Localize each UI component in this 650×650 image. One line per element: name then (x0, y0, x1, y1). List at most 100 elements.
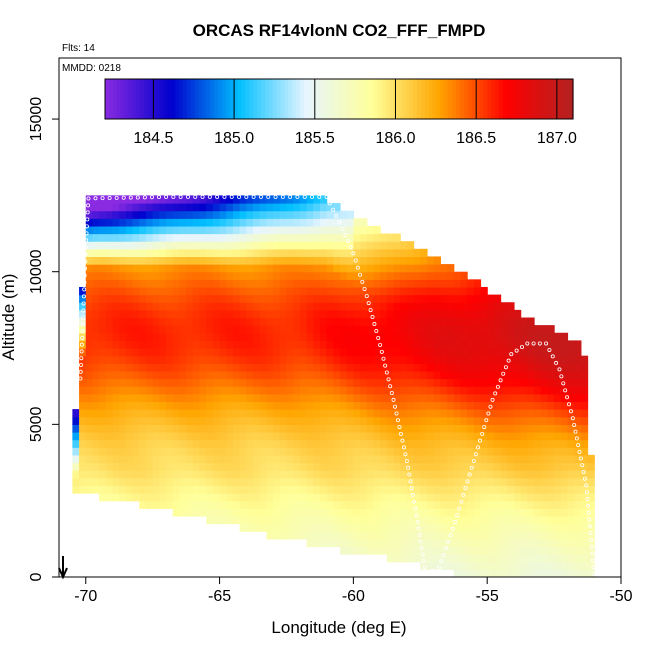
field-cell (199, 454, 207, 464)
field-cell (246, 279, 254, 288)
field-cell (433, 271, 441, 280)
field-cell (560, 561, 569, 570)
field-cell (85, 401, 94, 410)
field-cell (286, 286, 294, 296)
field-cell (493, 569, 502, 577)
field-cell (473, 370, 482, 380)
field-cell (460, 554, 468, 563)
colorbar-swatch (518, 79, 523, 119)
field-cell (105, 470, 114, 479)
track-point (84, 238, 89, 243)
field-cell (406, 386, 415, 395)
field-cell (145, 203, 154, 212)
field-cell (119, 248, 127, 258)
field-cell (166, 271, 174, 280)
field-cell (426, 493, 435, 502)
field-cell (306, 340, 314, 349)
track-point (565, 395, 570, 400)
colorbar-swatch (557, 79, 562, 119)
field-cell (246, 470, 254, 479)
colorbar-swatch (214, 79, 219, 119)
field-cell (179, 409, 187, 418)
field-cell (447, 309, 455, 319)
field-cell (199, 424, 207, 433)
track-point (547, 347, 552, 352)
field-cell (286, 523, 294, 532)
field-cell (85, 248, 94, 258)
track-point (383, 363, 388, 368)
field-cell (513, 500, 522, 509)
field-cell (520, 485, 528, 494)
field-cell (386, 546, 395, 555)
field-cell (460, 416, 468, 425)
field-cell (286, 500, 294, 509)
field-cell (239, 340, 247, 349)
field-cell (85, 454, 94, 464)
field-cell (487, 386, 495, 395)
field-cell (440, 325, 448, 334)
field-cell (400, 325, 408, 334)
field-cell (487, 485, 495, 494)
field-cell (554, 401, 562, 410)
field-cell (159, 386, 167, 395)
colorbar-swatch (272, 79, 278, 119)
field-cell (480, 431, 488, 441)
field-cell (467, 416, 475, 425)
field-cell (554, 546, 562, 555)
field-cell (246, 523, 254, 532)
field-cell (567, 370, 575, 380)
field-cell (239, 271, 247, 280)
field-cell (313, 462, 321, 471)
field-cell (79, 309, 87, 319)
field-cell (480, 286, 488, 296)
field-cell (306, 424, 314, 433)
field-cell (232, 500, 241, 509)
field-cell (520, 401, 528, 410)
field-cell (360, 454, 368, 464)
field-cell (105, 325, 114, 334)
field-cell (480, 348, 488, 357)
field-cell (554, 500, 562, 509)
field-cell (313, 340, 321, 349)
field-cell (79, 409, 87, 418)
field-cell (266, 477, 274, 487)
field-cell (279, 348, 288, 357)
field-cell (473, 454, 482, 464)
field-cell (259, 370, 267, 380)
field-cell (85, 294, 94, 303)
field-cell (393, 370, 401, 380)
field-cell (279, 447, 288, 456)
field-cell (534, 447, 542, 456)
field-cell (79, 485, 87, 494)
field-cell (172, 218, 181, 227)
field-cell (333, 340, 341, 349)
field-cell (534, 393, 542, 403)
field-cell (467, 493, 475, 502)
field-cell (426, 538, 435, 548)
field-cell (99, 210, 107, 219)
field-cell (152, 241, 160, 250)
field-cell (132, 493, 140, 502)
field-cell (326, 431, 334, 441)
field-cell (366, 508, 375, 517)
field-cell (253, 508, 261, 517)
field-cell (467, 363, 475, 372)
field-cell (266, 439, 274, 448)
field-cell (172, 431, 181, 441)
field-cell (453, 348, 462, 357)
field-cell (212, 477, 221, 487)
field-cell (534, 554, 542, 563)
field-cell (560, 348, 569, 357)
field-cell (554, 370, 562, 380)
colorbar-swatch (210, 79, 215, 119)
field-cell (547, 500, 555, 509)
field-cell (426, 515, 435, 525)
field-cell (393, 462, 401, 471)
field-cell (333, 225, 341, 235)
field-cell (473, 401, 482, 410)
field-cell (226, 493, 234, 502)
field-cell (172, 454, 181, 464)
field-cell (139, 340, 147, 349)
field-cell (105, 279, 114, 288)
field-cell (266, 416, 274, 425)
